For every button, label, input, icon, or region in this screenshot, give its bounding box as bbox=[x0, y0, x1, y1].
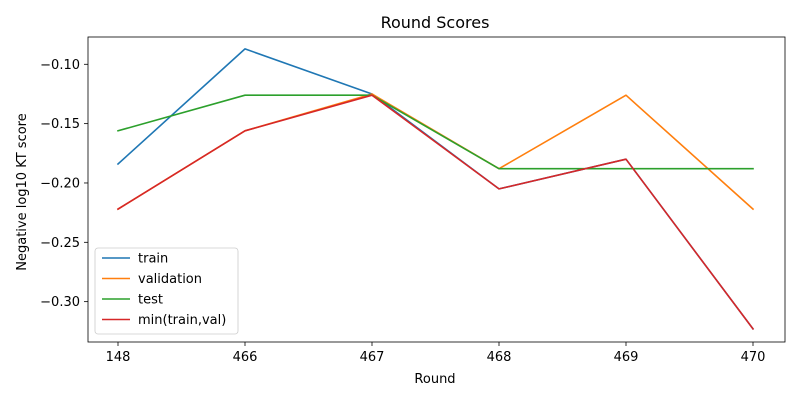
legend-label: min(train,val) bbox=[138, 313, 226, 328]
y-tick-label: −0.10 bbox=[40, 58, 80, 73]
legend-label: test bbox=[138, 293, 163, 308]
x-tick-label: 466 bbox=[233, 350, 258, 365]
y-tick-label: −0.30 bbox=[40, 295, 80, 310]
legend-label: train bbox=[138, 252, 168, 267]
x-axis-title: Round bbox=[414, 372, 455, 387]
x-tick-label: 468 bbox=[487, 350, 512, 365]
series-line-3 bbox=[116, 94, 755, 331]
axes-layer: 148 466 467 468 469 470 −0.10 −0.15 −0.20 −0.25 −0… bbox=[40, 36, 786, 365]
x-tick-label: 469 bbox=[614, 350, 639, 365]
legend-label: validation bbox=[138, 272, 202, 287]
x-tick-label: 148 bbox=[106, 350, 131, 365]
plot-frame bbox=[87, 36, 786, 343]
y-tick-label: −0.25 bbox=[40, 236, 80, 251]
y-tick-label: −0.20 bbox=[40, 176, 80, 191]
series-line-2 bbox=[117, 94, 754, 170]
y-tick-label: −0.15 bbox=[40, 117, 80, 132]
x-tick-label: 467 bbox=[360, 350, 385, 365]
legend: train validation test min(train,val) bbox=[94, 247, 239, 335]
legend-box bbox=[94, 247, 239, 335]
y-axis-title: Negative log10 KT score bbox=[15, 113, 30, 271]
chart-title: Round Scores bbox=[381, 13, 490, 32]
series-layer bbox=[116, 48, 755, 331]
x-tick-label: 470 bbox=[741, 350, 766, 365]
